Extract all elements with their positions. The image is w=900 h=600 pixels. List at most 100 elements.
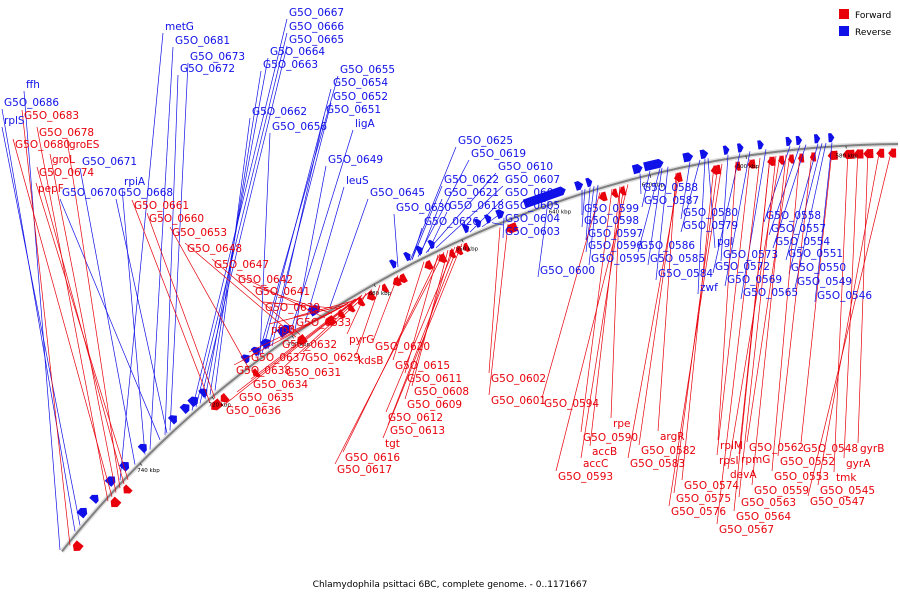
forward-leader-line [580, 185, 625, 459]
forward-gene [863, 149, 874, 159]
reverse-gene [76, 507, 88, 519]
reverse-gene-label: G5O_0630 [396, 202, 451, 214]
forward-gene-label: G5O_0615 [395, 360, 450, 372]
gene-arrow [76, 507, 88, 519]
reverse-gene-label: G5O_0607 [505, 174, 560, 186]
forward-gene-label: groL [52, 154, 75, 166]
forward-gene-label: rpmG [741, 454, 770, 466]
forward-leader-line [657, 172, 677, 432]
forward-gene-label: G5O_0660 [149, 213, 204, 225]
reverse-gene-label: G5O_0600 [540, 265, 595, 277]
forward-gene-label: G5O_0617 [337, 464, 392, 476]
forward-leader-line [355, 284, 381, 356]
forward-gene-label: gyrB [860, 443, 884, 455]
gene-arrow [367, 290, 377, 301]
forward-leader-line [302, 289, 373, 353]
reverse-leader-line [199, 45, 288, 404]
reverse-gene [813, 134, 821, 144]
forward-gene-label: G5O_0547 [810, 496, 865, 508]
forward-leader-line [293, 300, 353, 318]
reverse-gene-label: G5O_0579 [683, 220, 738, 232]
reverse-gene-label: G5O_0654 [333, 77, 388, 89]
reverse-gene [574, 181, 584, 191]
gene-arrow [398, 273, 408, 284]
reverse-leader-line [435, 185, 504, 249]
reverse-leader-line [329, 198, 369, 307]
gene-arrow [682, 152, 694, 163]
gene-arrow [643, 158, 664, 172]
forward-gene [611, 188, 619, 198]
forward-gene-label: G5O_0602 [491, 373, 546, 385]
scale-tick-label: 700 kbp [288, 342, 311, 348]
forward-leader-line [131, 199, 211, 403]
forward-gene-label: G5O_0613 [390, 425, 445, 437]
forward-gene-label: G5O_0611 [407, 373, 462, 385]
forward-leader-line [392, 261, 425, 361]
gene-arrow [699, 149, 709, 160]
forward-leader-line [488, 227, 501, 374]
reverse-gene [276, 324, 291, 338]
reverse-gene-label: G5O_0597 [588, 228, 643, 240]
forward-gene-label: G5O_0574 [684, 480, 739, 492]
reverse-leader-line [425, 172, 497, 253]
forward-leader-line [800, 150, 833, 444]
reverse-leader-line [707, 158, 716, 249]
forward-gene [110, 496, 122, 508]
gene-arrow [736, 143, 744, 153]
forward-leader-line [236, 296, 361, 393]
gene-arrow [757, 140, 764, 150]
scale-tick-label: 620 kbp [642, 183, 665, 189]
gene-arrow [785, 136, 792, 147]
forward-leader-line [21, 109, 71, 546]
reverse-gene-label: G5O_0664 [270, 46, 325, 58]
forward-gene [367, 290, 377, 301]
reverse-leader-line [697, 158, 706, 295]
forward-leader-line [673, 164, 719, 494]
reverse-gene-label: G5O_0656 [272, 121, 327, 133]
reverse-gene [461, 223, 470, 234]
forward-gene [598, 191, 608, 202]
reverse-gene [722, 145, 730, 155]
reverse-gene-label: G5O_0662 [252, 106, 307, 118]
gene-arrow [505, 222, 519, 234]
forward-gene-label: G5O_0641 [255, 286, 310, 298]
scale-tick [461, 239, 464, 243]
reverse-leader-line [261, 88, 332, 354]
forward-gene-label: rplM [720, 440, 743, 452]
gene-arrow [325, 315, 337, 326]
scale-tick-label: 740 kbp [137, 468, 160, 474]
forward-leader-line [716, 159, 751, 456]
forward-leader-line [610, 186, 621, 419]
scale-tick-label: 640 kbp [549, 210, 572, 216]
reverse-gene-label: G5O_0605 [505, 200, 560, 212]
forward-leader-line [346, 292, 367, 335]
reverse-leader-line [785, 143, 819, 261]
reverse-leader-line [304, 186, 345, 324]
forward-gene-label: G5O_0582 [641, 445, 696, 457]
reverse-gene-label: G5O_0670 [62, 187, 117, 199]
forward-gene-label: rpe [613, 418, 630, 430]
gene-arrow [863, 149, 874, 159]
reverse-leader-line [411, 185, 443, 260]
gene-arrow [187, 396, 198, 408]
reverse-leader-line [588, 184, 599, 266]
forward-leader-line [733, 156, 771, 512]
forward-gene [424, 259, 434, 270]
forward-gene-label: G5O_0661 [134, 200, 189, 212]
scale-tick [649, 174, 651, 178]
forward-leader-line [268, 304, 347, 325]
forward-gene [767, 156, 776, 166]
forward-gene-label: G5O_0609 [407, 399, 462, 411]
reverse-gene [631, 163, 643, 175]
forward-leader-line [385, 246, 456, 413]
gene-arrow [123, 484, 133, 494]
gene-arrow [461, 223, 470, 234]
forward-leader-line [681, 165, 715, 481]
reverse-gene [89, 494, 99, 504]
forward-leader-line [334, 251, 445, 465]
reverse-gene [522, 186, 566, 209]
forward-gene-label: G5O_0680 [15, 139, 70, 151]
reverse-leader-line [271, 115, 325, 347]
forward-leader-line [35, 182, 129, 480]
